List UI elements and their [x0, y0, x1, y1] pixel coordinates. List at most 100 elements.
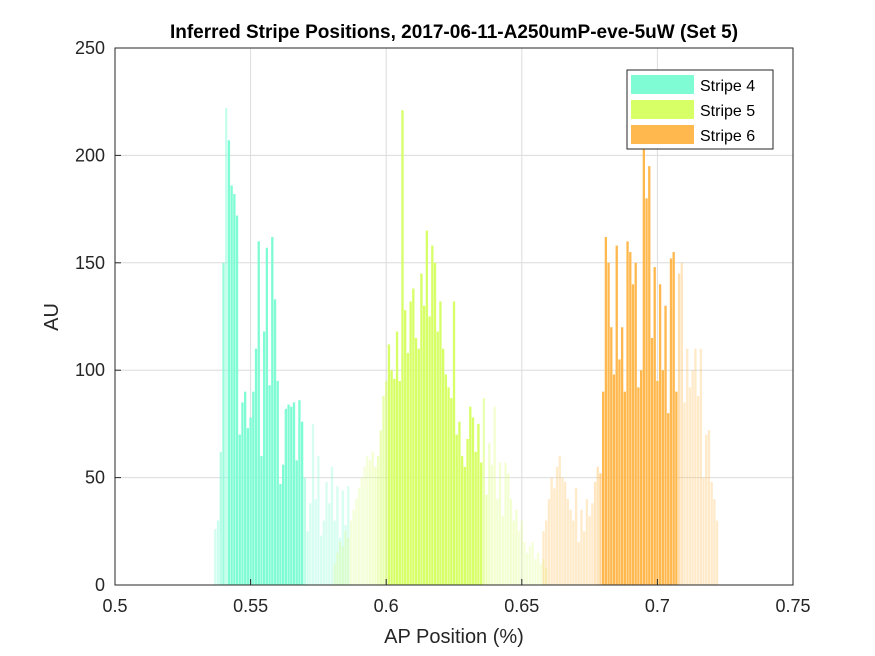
bar-stripe-4: [227, 140, 231, 586]
bar-stripe-6: [564, 481, 567, 585]
bar-stripe-4: [263, 331, 266, 585]
bar-stripe-6: [547, 499, 551, 585]
bar-stripe-4: [257, 241, 260, 585]
bar-stripe-6: [656, 380, 659, 585]
bar-stripe-4: [216, 520, 220, 585]
bar-stripe-6: [572, 520, 575, 585]
bar-stripe-5: [442, 348, 445, 585]
bar-stripe-6: [618, 359, 621, 585]
bar-stripe-5: [333, 563, 336, 585]
bar-stripe-5: [355, 499, 358, 585]
bar-stripe-4: [265, 247, 269, 585]
bar-stripe-6: [713, 499, 716, 585]
legend-label-stripe-5: Stripe 5: [700, 103, 755, 120]
bar-stripe-6: [607, 262, 610, 585]
legend-label-stripe-4: Stripe 4: [700, 78, 755, 95]
bar-stripe-6: [702, 477, 705, 585]
bar-stripe-6: [650, 337, 654, 585]
bar-stripe-4: [314, 499, 317, 585]
bar-stripe-4: [309, 503, 312, 585]
bar-stripe-5: [363, 466, 366, 585]
bar-stripe-6: [583, 531, 586, 585]
bar-stripe-5: [366, 456, 369, 585]
bar-stripe-4: [273, 299, 277, 585]
bar-stripe-6: [710, 481, 713, 585]
bar-stripe-6: [675, 391, 678, 585]
bar-stripe-5: [469, 406, 472, 585]
bar-stripe-4: [233, 194, 236, 585]
bar-stripe-5: [428, 316, 431, 585]
bar-stripe-4: [254, 348, 258, 585]
bar-stripe-5: [336, 552, 339, 585]
bar-stripe-5: [447, 387, 450, 585]
bar-stripe-5: [371, 451, 374, 585]
bar-stripe-5: [509, 499, 513, 585]
bar-stripe-5: [490, 464, 494, 585]
bar-stripe-4: [336, 486, 339, 585]
bar-stripe-4: [344, 524, 347, 585]
bar-stripe-4: [281, 464, 285, 585]
bar-stripe-5: [517, 531, 521, 585]
bar-stripe-6: [615, 245, 618, 585]
bar-stripe-4: [230, 185, 233, 585]
bar-stripe-6: [648, 166, 651, 585]
bar-stripe-6: [696, 395, 700, 585]
bar-stripe-5: [374, 466, 377, 585]
bar-stripe-6: [677, 273, 681, 585]
bar-stripe-6: [566, 499, 570, 585]
bar-stripe-4: [244, 391, 247, 585]
bar-stripe-6: [596, 466, 599, 585]
bar-stripe-6: [669, 258, 673, 585]
bar-stripe-5: [439, 301, 442, 585]
bar-stripe-5: [477, 423, 480, 585]
bar-stripe-4: [222, 262, 225, 585]
bar-stripe-6: [629, 252, 632, 585]
bar-stripe-4: [284, 408, 288, 585]
bar-stripe-4: [246, 428, 250, 585]
bar-stripe-5: [382, 395, 385, 585]
legend: Stripe 4 Stripe 5 Stripe 6: [626, 69, 774, 150]
bar-stripe-5: [436, 331, 439, 585]
bar-stripe-5: [501, 516, 504, 585]
bar-stripe-5: [479, 462, 483, 585]
bar-stripe-5: [452, 301, 456, 585]
bar-stripe-6: [623, 391, 627, 585]
bar-stripe-6: [699, 348, 702, 585]
x-tick-label: 0.75: [775, 596, 810, 616]
bar-stripe-6: [637, 387, 640, 585]
bar-stripe-6: [661, 370, 664, 585]
bar-stripe-6: [577, 542, 580, 585]
bar-stripe-4: [311, 423, 315, 585]
y-axis-label: AU: [41, 303, 63, 331]
bar-stripe-5: [398, 380, 401, 585]
bar-stripe-5: [387, 344, 391, 585]
bar-stripe-5: [420, 273, 423, 585]
y-tick-label: 150: [75, 253, 105, 273]
bar-stripe-5: [523, 542, 526, 585]
bar-stripe-4: [298, 400, 301, 585]
bar-stripe-6: [667, 413, 670, 585]
bar-stripe-4: [333, 520, 336, 585]
y-tick-label: 0: [95, 575, 105, 595]
bar-stripe-5: [357, 488, 361, 585]
bar-stripe-5: [368, 460, 372, 585]
bar-stripe-4: [292, 402, 296, 585]
bar-stripe-5: [376, 456, 380, 585]
bar-stripe-6: [550, 477, 553, 585]
bar-stripe-4: [347, 486, 350, 585]
x-tick-label: 0.5: [102, 596, 127, 616]
bar-stripe-6: [707, 430, 711, 585]
bar-stripe-6: [555, 466, 559, 585]
bar-stripe-5: [414, 337, 418, 585]
bar-stripe-4: [260, 456, 263, 585]
legend-swatch-stripe-5: [631, 100, 694, 119]
bar-stripe-6: [612, 374, 616, 585]
bar-stripe-4: [322, 520, 325, 585]
axes: [114, 47, 794, 586]
axes-box: [114, 47, 794, 586]
bar-stripe-5: [352, 509, 355, 585]
bar-stripe-5: [466, 438, 469, 585]
bar-stripe-5: [498, 462, 502, 585]
bar-stripe-5: [409, 301, 412, 585]
